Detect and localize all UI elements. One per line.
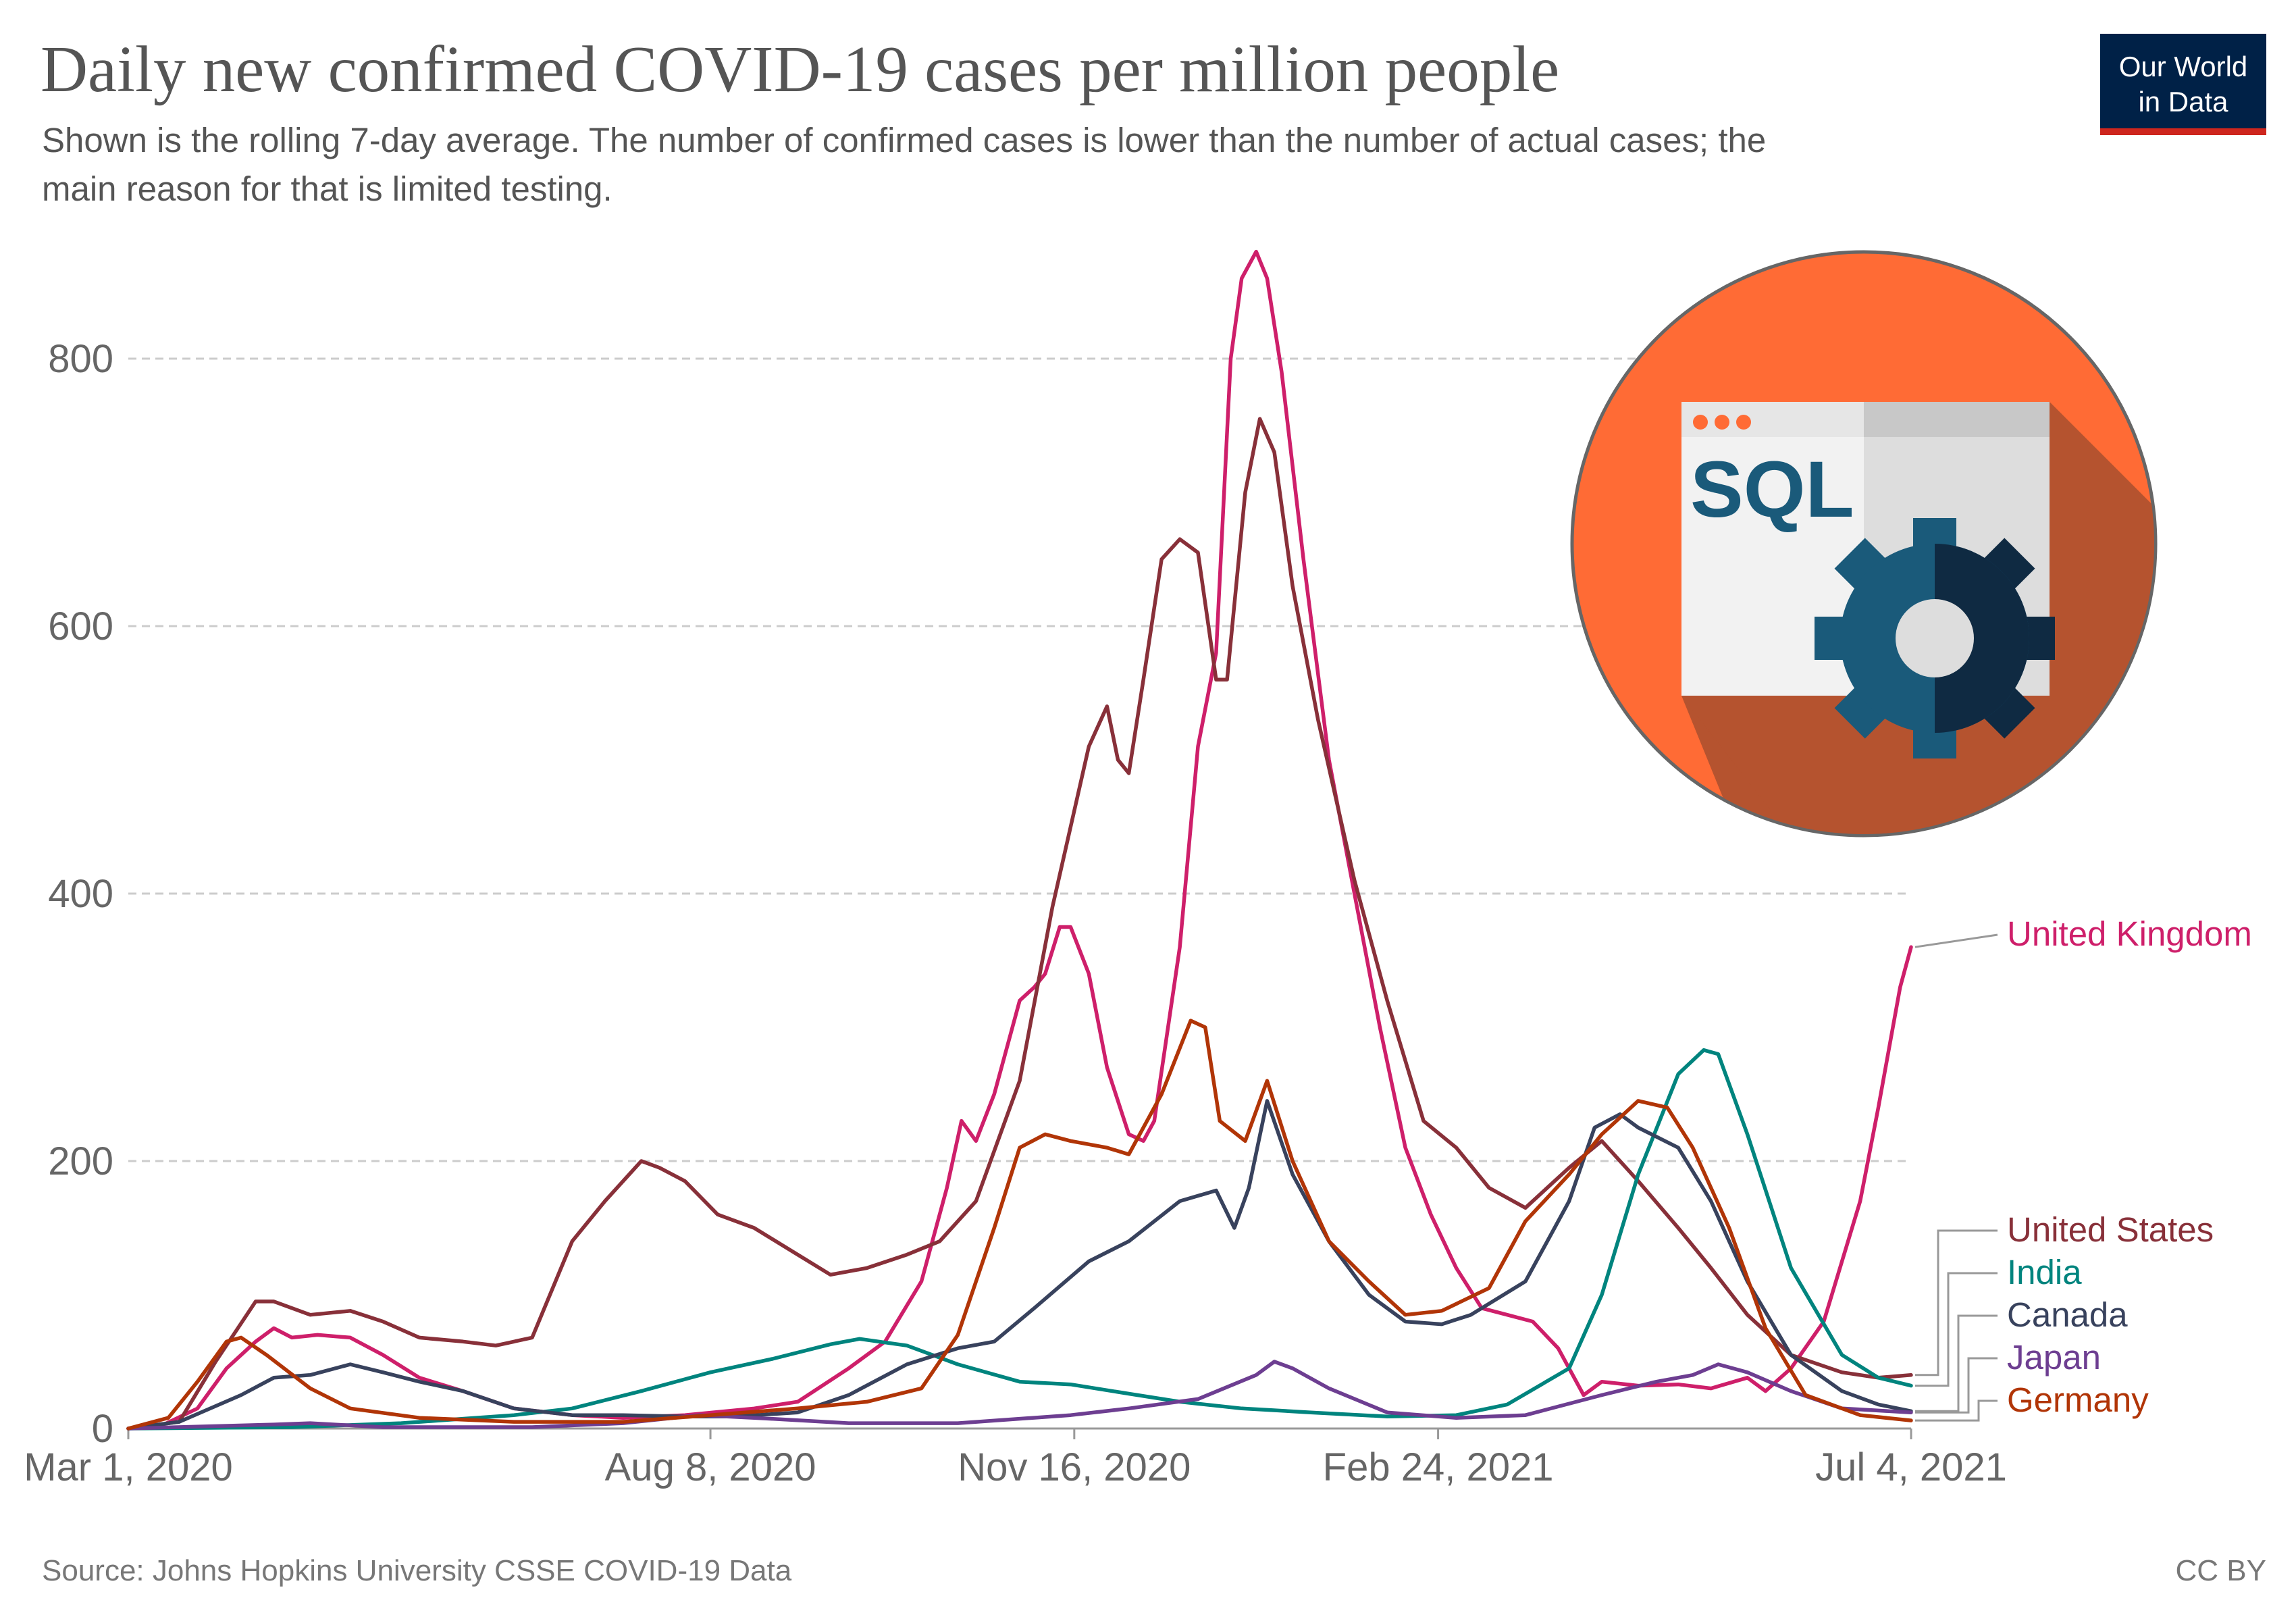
- legend-leader-line: [1915, 1399, 1998, 1422]
- gear-icon: [1815, 518, 2055, 758]
- legend-label-germany: Germany: [2007, 1381, 2149, 1419]
- x-tick-label: Feb 24, 2021: [1323, 1445, 1554, 1489]
- owid-logo[interactable]: Our World in Data: [2100, 34, 2266, 135]
- chart-subtitle-line-2: main reason for that is limited testing.: [42, 170, 612, 208]
- y-axis: 0 200 400 600 800: [48, 337, 113, 1451]
- series-line-germany: [126, 1019, 1913, 1431]
- series-line-india: [126, 1048, 1913, 1431]
- legend: United Kingdom United States India Canada Ja…: [1914, 915, 2252, 1422]
- chart-title: Daily new confirmed COVID-19 cases per m…: [41, 33, 1559, 105]
- x-axis: Mar 1, 2020 Aug 8, 2020 Nov 16, 2020 Feb 24…: [24, 1429, 2007, 1489]
- x-tick-label: Nov 16, 2020: [958, 1445, 1191, 1489]
- source-note: Source: Johns Hopkins University CSSE CO…: [42, 1554, 792, 1587]
- legend-leader-line: [1915, 1229, 1998, 1376]
- x-tick-label: Aug 8, 2020: [605, 1445, 816, 1489]
- owid-logo-line-1: Our World: [2119, 51, 2248, 82]
- series-lines: [126, 249, 1913, 1431]
- y-tick-label: 800: [48, 337, 113, 381]
- y-tick-label: 0: [92, 1407, 113, 1451]
- legend-label-japan: Japan: [2007, 1338, 2101, 1376]
- license-note: CC BY: [2176, 1554, 2266, 1587]
- x-tick-label: Mar 1, 2020: [24, 1445, 233, 1489]
- y-tick-label: 200: [48, 1139, 113, 1183]
- legend-leader-line: [1915, 1357, 1998, 1414]
- legend-label-united-states: United States: [2007, 1210, 2214, 1249]
- sql-gear-icon: SQL: [1570, 250, 2158, 838]
- series-line-japan: [126, 1360, 1913, 1431]
- chart-subtitle-line-1: Shown is the rolling 7-day average. The …: [42, 121, 1766, 159]
- series-line-united-states: [126, 417, 1913, 1431]
- legend-label-united-kingdom: United Kingdom: [2007, 915, 2252, 953]
- x-tick-label: Jul 4, 2021: [1815, 1445, 2007, 1489]
- legend-leader-line: [1914, 933, 1998, 948]
- legend-label-india: India: [2007, 1253, 2082, 1291]
- owid-logo-line-2: in Data: [2138, 86, 2228, 118]
- legend-label-canada: Canada: [2007, 1295, 2128, 1334]
- series-line-canada: [126, 1099, 1913, 1431]
- legend-leader-line: [1915, 1272, 1998, 1387]
- sql-text: SQL: [1690, 445, 1854, 534]
- legend-leader-line: [1915, 1314, 1998, 1412]
- y-tick-label: 600: [48, 604, 113, 648]
- y-tick-label: 400: [48, 872, 113, 916]
